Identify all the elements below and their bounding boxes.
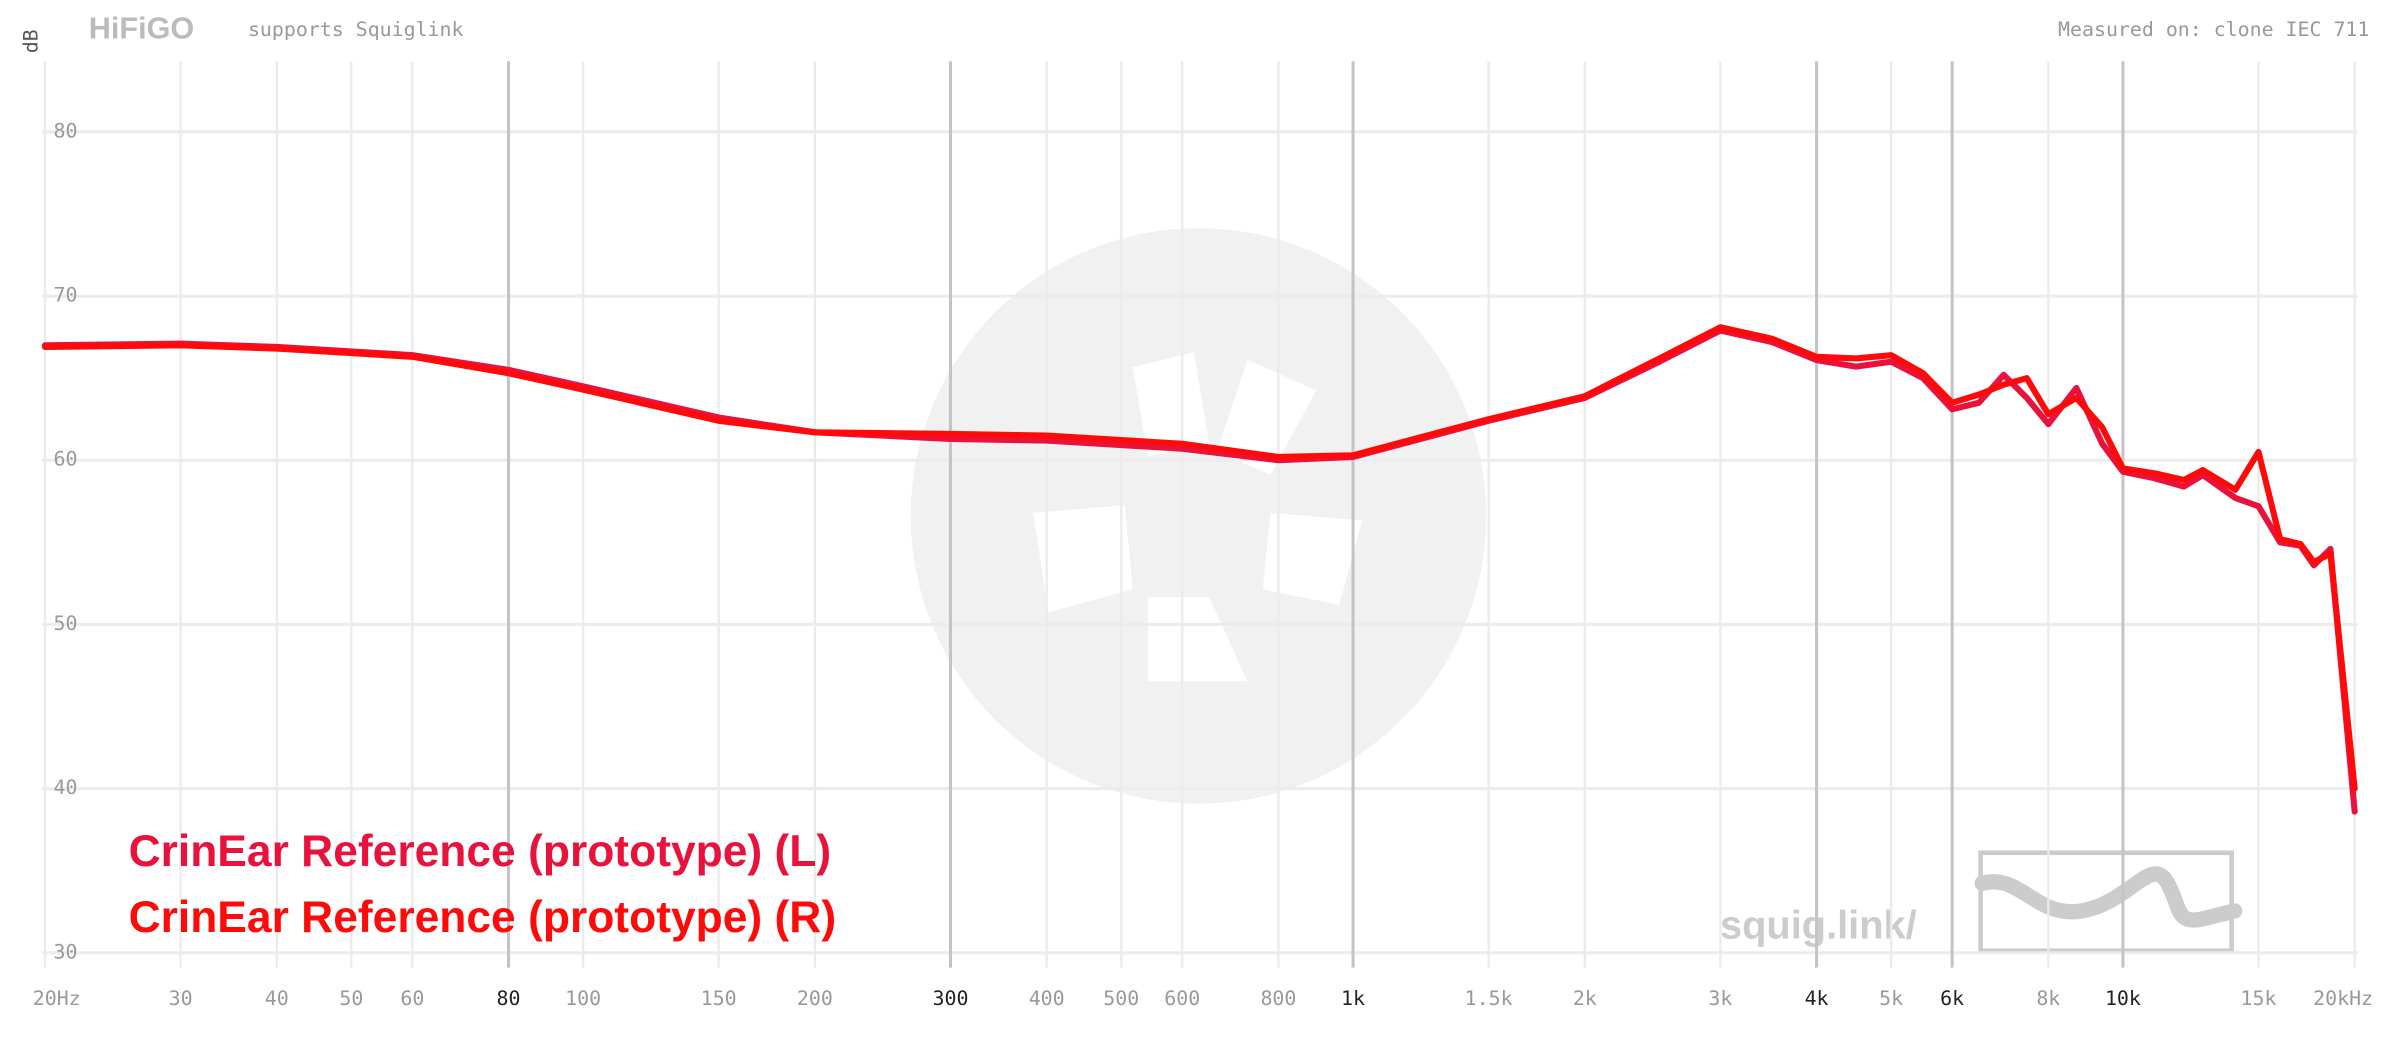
x-tick-label: 3k xyxy=(1708,987,1732,1010)
x-tick-label: 15k xyxy=(2241,987,2277,1010)
y-tick-label: 60 xyxy=(54,448,78,471)
x-tick-label: 60 xyxy=(400,987,424,1010)
curves xyxy=(41,324,2358,815)
x-tick-label: 50 xyxy=(339,987,363,1010)
x-tick-label: 5k xyxy=(1879,987,1903,1010)
x-tick-label: 400 xyxy=(1029,987,1065,1010)
subtitle: supports Squiglink xyxy=(248,18,464,41)
x-tick-label: 1.5k xyxy=(1465,987,1513,1010)
x-tick-label: 10k xyxy=(2105,987,2141,1010)
grid: 30 40 50 60 70 80 20Hz 30 40 50 60 80 100 150 200 300 40… xyxy=(33,61,2373,1010)
watermark-logo xyxy=(910,228,1487,804)
x-tick-label: 100 xyxy=(565,987,601,1010)
watermark-icon xyxy=(1033,352,1363,682)
x-tick-label: 20Hz xyxy=(33,987,81,1010)
x-tick-label: 150 xyxy=(701,987,737,1010)
y-axis-label: dB xyxy=(20,29,43,53)
legend-entry: CrinEar Reference (prototype) (L) xyxy=(129,827,832,876)
watermark-box xyxy=(1978,850,2234,954)
x-tick-label: 1k xyxy=(1341,987,1365,1010)
x-tick-label: 300 xyxy=(933,987,969,1010)
logo: HiFiGO xyxy=(89,12,194,46)
x-tick-label: 4k xyxy=(1805,987,1829,1010)
legend-entry: CrinEar Reference (prototype) (R) xyxy=(129,893,837,942)
legend: CrinEar Reference (prototype) (L) CrinEar… xyxy=(129,827,837,942)
watermark-squiggle xyxy=(1974,866,2243,928)
y-tick-label: 30 xyxy=(54,940,78,963)
measured-note: Measured on: clone IEC 711 xyxy=(2058,18,2369,41)
y-tick-label: 80 xyxy=(54,119,78,142)
y-tick-label: 70 xyxy=(54,284,78,307)
x-tick-label: 30 xyxy=(169,987,193,1010)
response-curve xyxy=(41,324,2358,792)
x-tick-label: 2k xyxy=(1573,987,1597,1010)
watermark-text: squig.link/ xyxy=(1720,903,1917,947)
x-tick-label: 80 xyxy=(497,987,521,1010)
x-tick-label: 20kHz xyxy=(2313,987,2373,1010)
x-tick-label: 6k xyxy=(1940,987,1964,1010)
y-tick-label: 50 xyxy=(54,612,78,635)
x-tick-label: 800 xyxy=(1260,987,1296,1010)
x-tick-label: 8k xyxy=(2036,987,2060,1010)
x-tick-label: 500 xyxy=(1103,987,1139,1010)
x-tick-label: 200 xyxy=(797,987,833,1010)
y-tick-label: 40 xyxy=(54,776,78,799)
x-tick-label: 600 xyxy=(1164,987,1200,1010)
x-tick-label: 40 xyxy=(265,987,289,1010)
